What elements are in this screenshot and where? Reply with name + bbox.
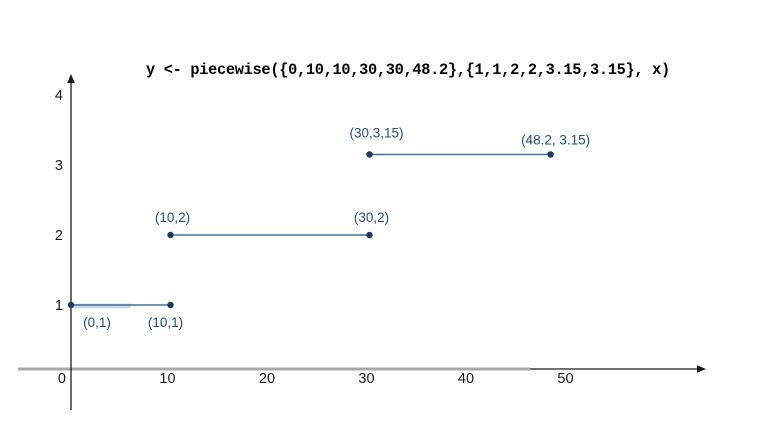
plot-title: y <- piecewise({0,10,10,30,30,48.2},{1,1… — [146, 61, 670, 79]
y-tick-label: 4 — [55, 88, 63, 104]
x-tick-label: 20 — [259, 371, 275, 387]
y-tick-label: 3 — [55, 158, 63, 174]
point-dot — [167, 301, 174, 309]
y-tick-label: 2 — [55, 228, 63, 244]
point-dot — [366, 231, 373, 239]
point-dot — [366, 151, 373, 158]
y-axis-arrow-icon — [67, 74, 75, 83]
x-tick-label: 40 — [458, 371, 474, 387]
x-tick-label: 30 — [358, 371, 374, 387]
origin-tick-label: 0 — [58, 371, 66, 387]
point-label: (10,2) — [155, 210, 190, 225]
point-label: (30,2) — [354, 210, 389, 225]
point-label: (30,3,15) — [349, 126, 403, 141]
point-dot — [67, 301, 75, 309]
point-dot — [547, 151, 554, 158]
point-dot — [167, 231, 174, 239]
point-label: (0,1) — [83, 315, 111, 330]
x-tick-label: 50 — [557, 371, 573, 387]
y-tick-label: 1 — [55, 298, 63, 314]
x-axis-arrow-icon — [697, 365, 706, 373]
point-label: (48.2, 3.15) — [521, 133, 590, 148]
point-label: (10,1) — [148, 315, 183, 330]
x-tick-label: 10 — [159, 371, 175, 387]
